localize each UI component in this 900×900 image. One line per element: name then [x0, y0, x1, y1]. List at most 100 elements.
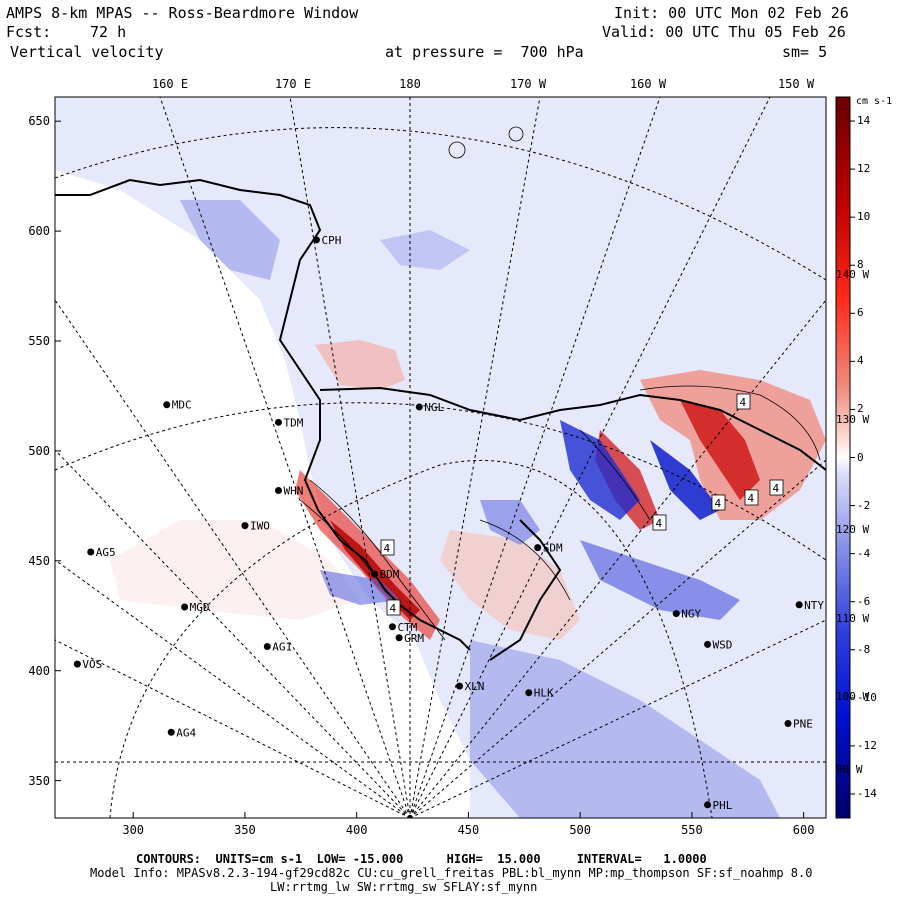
station-label-mgd: MGD [190, 601, 210, 614]
station-dot-ag1 [263, 643, 271, 651]
x-tick-label: 350 [234, 823, 256, 837]
colorbar-tick-label: 12 [857, 162, 871, 176]
colorbar [835, 96, 851, 819]
top-lon-label: 160 E [151, 77, 189, 91]
station-dot-mdc [163, 401, 171, 409]
colorbar-tick-label: -14 [857, 786, 877, 800]
station-dot-iwo [241, 522, 249, 530]
colorbar-tick-label: 0 [857, 450, 864, 464]
station-label-iwo: IWO [250, 520, 270, 533]
model-info: Model Info: MPASv8.2.3-194-gf29cd82c CU:… [90, 866, 813, 880]
station-dot-hlk [525, 689, 533, 697]
station-dot-wsd [704, 640, 712, 648]
station-label-vos: VOS [82, 658, 102, 671]
station-label-hlk: HLK [534, 687, 554, 700]
colorbar-tick-label: -10 [857, 690, 877, 704]
colorbar-tick-label: 2 [857, 402, 864, 416]
station-dot-sdm [534, 544, 542, 552]
meridian-label: 90 W [836, 763, 863, 776]
station-label-ctm: CTM [397, 621, 417, 634]
extrema-box [736, 393, 751, 410]
extrema-box [769, 479, 784, 496]
colorbar-tick-label: -2 [857, 498, 871, 512]
field-name: Vertical velocity [10, 43, 164, 61]
plot-frame [54, 96, 827, 819]
top-lon-label: 170 W [509, 77, 547, 91]
station-dot-nty [795, 601, 803, 609]
station-label-ngl: NGL [424, 401, 444, 414]
station-dot-pne [784, 719, 792, 727]
forecast-hours: 72 h [90, 23, 127, 41]
station-dot-cph [312, 236, 320, 244]
y-tick-label: 400 [28, 663, 50, 678]
colorbar-tick-label: 6 [857, 306, 864, 320]
meridian-label: 120 W [836, 523, 870, 536]
extrema-labels: 4 4 4 4 4 4 4 [380, 393, 784, 616]
x-tick-label: 500 [569, 823, 592, 837]
station-dot-ngy [672, 610, 680, 618]
station-label-bdm: BDM [380, 568, 400, 581]
station-dot-xln [455, 682, 463, 690]
contour-info: CONTOURS: UNITS=cm s-1 LOW= -15.000 HIGH… [136, 852, 707, 866]
station-dot-ag5 [87, 548, 95, 556]
smoothing-value: sm= 5 [782, 43, 828, 61]
station-label-ag1: AG1 [272, 641, 292, 654]
station-label-grm: GRM [404, 632, 424, 645]
y-tick-label: 650 [28, 114, 50, 129]
x-tick-label: 600 [792, 823, 815, 837]
station-label-phl: PHL [713, 799, 733, 812]
station-dot-ctm [388, 623, 396, 631]
meridian-label: 110 W [836, 612, 870, 625]
station-dot-ag4 [167, 728, 175, 736]
colorbar-tick-label: 4 [857, 354, 864, 368]
extrema-box [386, 599, 401, 616]
top-lon-label: 180 [399, 77, 421, 91]
colorbar-tick-label: -8 [857, 642, 871, 656]
station-label-sdm: SDM [543, 542, 563, 555]
colorbar-tick-label: 14 [857, 114, 871, 128]
init-time: Init: 00 UTC Mon 02 Feb 26 [614, 4, 849, 22]
pressure-level: at pressure = 700 hPa [385, 43, 584, 61]
meridian-label: 140 W [836, 268, 870, 281]
x-tick-label: 550 [681, 823, 703, 837]
extrema-box [652, 514, 667, 531]
station-dot-grm [395, 634, 403, 642]
top-lon-label: 160 W [629, 77, 667, 91]
station-dot-bdm [371, 570, 379, 578]
axis-ticks [55, 120, 805, 818]
station-dot-mgd [181, 603, 189, 611]
extrema-value: 4 [715, 497, 722, 510]
top-lon-label: 150 W [777, 77, 815, 91]
colorbar-tick-label: 8 [857, 258, 864, 272]
colorbar-tick-label: -12 [857, 738, 877, 752]
x-tick-label: 400 [345, 823, 368, 837]
valid-time: Valid: 00 UTC Thu 05 Feb 26 [602, 23, 846, 41]
map-title: AMPS 8-km MPAS -- Ross-Beardmore Window [6, 4, 359, 22]
y-tick-label: 600 [28, 224, 50, 239]
model-info-physics: LW:rrtmg_lw SW:rrtmg_sw SFLAY:sf_mynn [270, 880, 538, 894]
station-label-cph: CPH [321, 234, 341, 247]
station-dot-ngl [415, 403, 423, 411]
extrema-value: 4 [384, 542, 391, 555]
extrema-value: 4 [390, 602, 397, 615]
colorbar-tick-label: -6 [857, 594, 871, 608]
colorbar-units: cm s-1 [856, 96, 893, 107]
station-label-pne: PNE [793, 717, 813, 730]
station-label-ngy: NGY [681, 608, 701, 621]
extrema-value: 4 [748, 492, 755, 505]
extrema-value: 4 [740, 396, 747, 409]
station-label-wsd: WSD [713, 638, 733, 651]
station-dot-whn [274, 486, 282, 494]
station-dot-tdm [274, 418, 282, 426]
station-label-mdc: MDC [172, 399, 192, 412]
y-tick-label: 350 [28, 773, 50, 788]
x-tick-label: 300 [122, 823, 145, 837]
station-label-ag4: AG4 [176, 726, 196, 739]
contours [299, 126, 821, 641]
forecast-label: Fcst: [6, 23, 52, 41]
extrema-value: 4 [656, 517, 663, 530]
colorbar-tick-label: 10 [857, 210, 871, 224]
extrema-box [711, 494, 726, 511]
